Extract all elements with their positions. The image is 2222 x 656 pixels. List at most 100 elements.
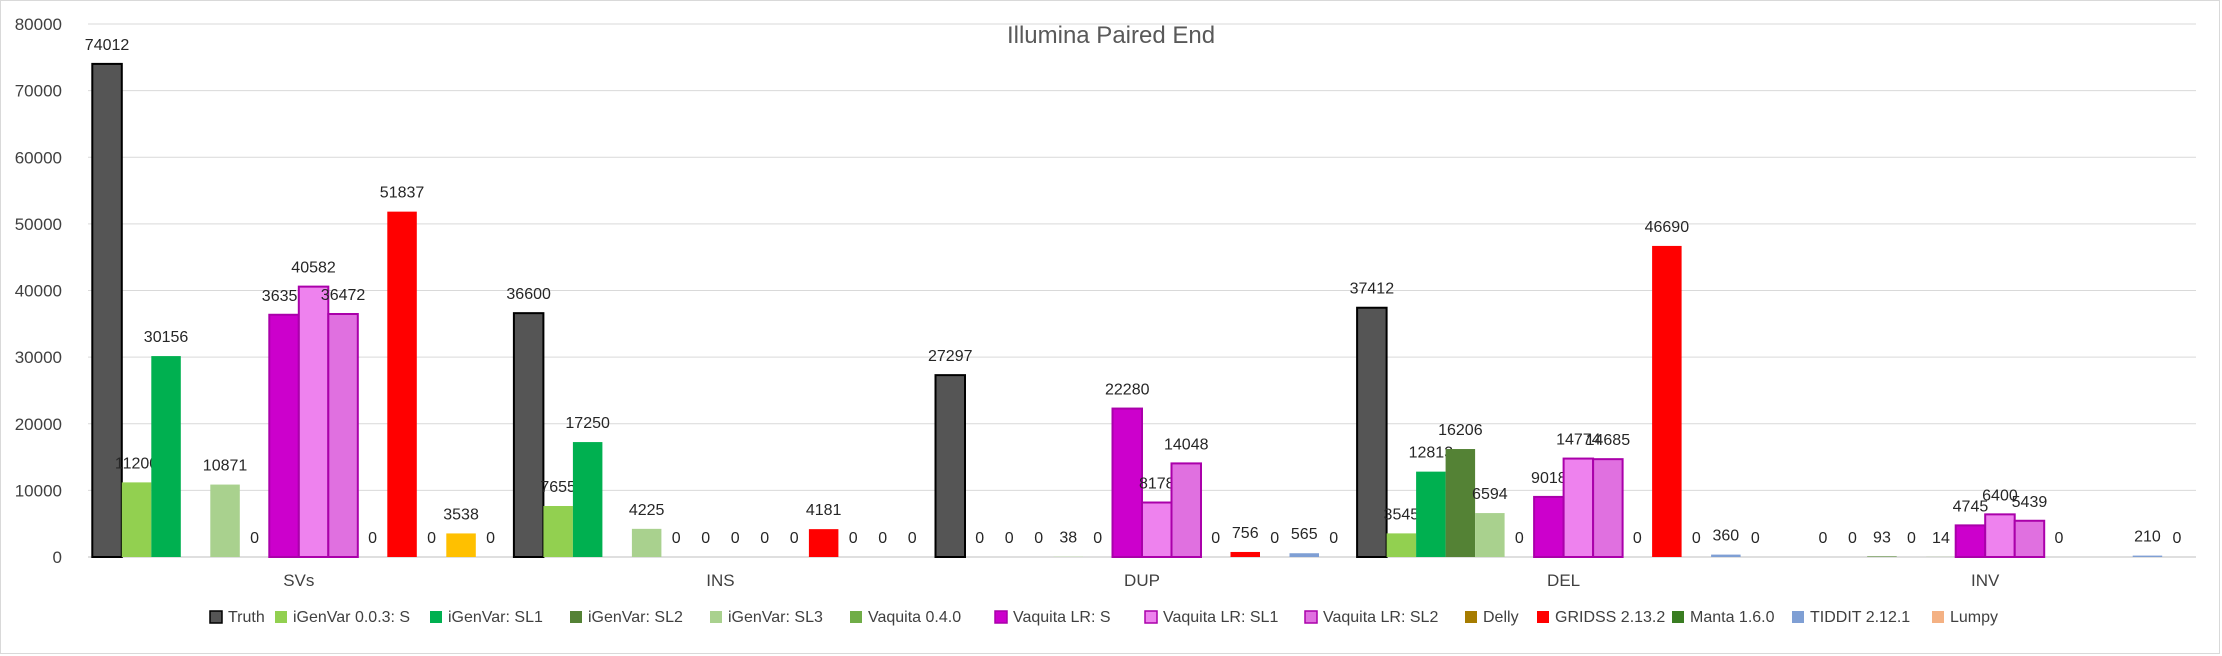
legend-label-vaquita-0-4-0: Vaquita 0.4.0 [868, 609, 961, 626]
data-label-ins-vaquita-lr-sl2: 0 [760, 530, 769, 547]
data-label-dup-igenvar-sl2: 0 [1034, 530, 1043, 547]
bar-del-vaquita-lr-s [1533, 495, 1565, 558]
legend-swatch-lumpy [1932, 611, 1944, 623]
bar-inv-vaquita-lr-sl2 [2013, 519, 2046, 558]
bar-svs-gridss-2-13-2 [387, 211, 417, 557]
data-label-dup-vaquita-lr-s: 22280 [1105, 382, 1150, 399]
data-label-inv-vaquita-lr-sl2: 5439 [2012, 494, 2048, 511]
bar-del-vaquita-lr-sl1 [1562, 457, 1595, 559]
bar-svs-vaquita-lr-s [268, 313, 300, 558]
legend-label-igenvar-sl2: iGenVar: SL2 [588, 609, 683, 626]
data-label-dup-vaquita-0-4-0: 0 [1093, 530, 1102, 547]
data-label-inv-igenvar-sl3: 0 [1907, 530, 1916, 547]
data-label-inv-delly: 0 [2054, 530, 2063, 547]
data-label-ins-vaquita-lr-s: 0 [701, 530, 710, 547]
data-label-ins-vaquita-0-4-0: 0 [672, 530, 681, 547]
data-label-svs-delly: 0 [368, 530, 377, 547]
legend-label-vaquita-lr-s: Vaquita LR: S [1013, 609, 1111, 626]
data-label-ins-delly: 0 [790, 530, 799, 547]
data-label-ins-truth: 36600 [506, 286, 551, 303]
bar-dup-vaquita-lr-sl1 [1141, 501, 1173, 558]
bar-svs-tiddit-2-12-1 [446, 533, 476, 557]
y-tick-label: 70000 [15, 82, 62, 101]
data-label-svs-vaquita-0-4-0: 0 [250, 530, 259, 547]
bar-del-gridss-2-13-2 [1652, 245, 1682, 558]
data-label-del-vaquita-lr-s: 9018 [1531, 470, 1567, 487]
data-label-inv-igenvar-sl1: 0 [1848, 530, 1857, 547]
bar-ins-gridss-2-13-2 [808, 529, 839, 557]
bar-inv-tiddit-2-12-1 [2132, 555, 2163, 557]
legend-label-delly: Delly [1483, 609, 1519, 626]
data-label-del-lumpy: 0 [1751, 530, 1760, 547]
y-tick-label: 80000 [15, 15, 62, 34]
data-label-svs-igenvar-sl1: 30156 [144, 329, 189, 346]
data-label-inv-vaquita-0-4-0: 14 [1932, 530, 1950, 547]
legend-label-igenvar-0-0-3-s: iGenVar 0.0.3: S [293, 609, 410, 626]
data-label-svs-gridss-2-13-2: 51837 [380, 185, 425, 202]
data-label-ins-vaquita-lr-sl1: 0 [731, 530, 740, 547]
bar-inv-igenvar-sl2 [1867, 556, 1897, 557]
bar-del-igenvar-sl3 [1475, 513, 1505, 557]
data-label-svs-igenvar-sl3: 10871 [203, 458, 248, 475]
x-tick-label-del: DEL [1547, 571, 1580, 590]
data-label-del-igenvar-sl1: 12813 [1409, 445, 1454, 462]
data-label-svs-truth: 74012 [85, 37, 130, 54]
data-label-del-delly: 0 [1633, 530, 1642, 547]
data-label-svs-lumpy: 0 [486, 530, 495, 547]
bar-dup-truth [934, 374, 966, 558]
data-label-dup-igenvar-sl1: 0 [1005, 530, 1014, 547]
data-label-dup-igenvar-sl3: 38 [1059, 530, 1077, 547]
bar-svs-truth [91, 62, 123, 558]
data-label-del-igenvar-sl3: 6594 [1472, 486, 1508, 503]
legend-swatch-tiddit-2-12-1 [1792, 611, 1804, 623]
data-label-dup-lumpy: 0 [1329, 530, 1338, 547]
data-label-del-manta-1-6-0: 0 [1692, 530, 1701, 547]
bar-del-igenvar-sl1 [1416, 471, 1446, 557]
legend-swatch-manta-1-6-0 [1672, 611, 1684, 623]
legend-label-tiddit-2-12-1: TIDDIT 2.12.1 [1810, 609, 1910, 626]
data-label-ins-gridss-2-13-2: 4181 [806, 502, 842, 519]
bar-ins-igenvar-sl1 [572, 442, 603, 557]
data-label-dup-truth: 27297 [928, 348, 973, 365]
data-label-svs-manta-1-6-0: 0 [427, 530, 436, 547]
x-tick-label-ins: INS [706, 571, 734, 590]
chart-title: Illumina Paired End [1006, 22, 1216, 49]
y-tick-label: 10000 [15, 481, 62, 500]
data-label-ins-lumpy: 0 [908, 530, 917, 547]
bar-dup-tiddit-2-12-1 [1289, 553, 1319, 557]
bar-del-truth [1356, 306, 1388, 558]
data-label-del-igenvar-0-0-3-s: 3545 [1384, 506, 1420, 523]
bar-ins-igenvar-sl3 [631, 528, 662, 557]
x-tick-label-inv: INV [1971, 571, 2000, 590]
bar-dup-vaquita-lr-sl2 [1170, 462, 1202, 559]
data-label-svs-vaquita-lr-sl1: 40582 [291, 260, 336, 277]
legend-label-igenvar-sl3: iGenVar: SL3 [728, 609, 823, 626]
data-label-ins-igenvar-sl3: 4225 [629, 502, 665, 519]
bar-inv-vaquita-lr-sl1 [1984, 513, 2016, 558]
data-label-svs-vaquita-lr-s: 36358 [262, 288, 307, 305]
bar-inv-vaquita-lr-s [1954, 524, 1987, 558]
data-label-inv-vaquita-lr-s: 4745 [1953, 498, 1989, 515]
data-label-del-vaquita-0-4-0: 0 [1515, 530, 1524, 547]
bar-del-vaquita-lr-sl2 [1592, 458, 1624, 559]
data-label-inv-tiddit-2-12-1: 210 [2134, 529, 2161, 546]
y-tick-label: 40000 [15, 282, 62, 301]
legend-label-igenvar-sl1: iGenVar: SL1 [448, 609, 543, 626]
legend-label-vaquita-lr-sl2: Vaquita LR: SL2 [1323, 609, 1438, 626]
data-label-dup-tiddit-2-12-1: 565 [1291, 526, 1318, 543]
y-tick-label: 50000 [15, 215, 62, 234]
data-label-inv-igenvar-sl2: 93 [1873, 529, 1891, 546]
data-label-dup-vaquita-lr-sl2: 14048 [1164, 436, 1209, 453]
legend-swatch-truth [209, 610, 223, 624]
data-label-ins-igenvar-sl1: 17250 [565, 415, 610, 432]
bar-svs-igenvar-sl1 [151, 356, 181, 557]
x-tick-label-dup: DUP [1124, 571, 1160, 590]
data-label-dup-igenvar-0-0-3-s: 0 [975, 530, 984, 547]
legend-swatch-igenvar-sl3 [710, 611, 722, 623]
legend-swatch-vaquita-lr-sl2 [1304, 610, 1318, 624]
bar-del-tiddit-2-12-1 [1711, 554, 1741, 557]
legend-label-manta-1-6-0: Manta 1.6.0 [1690, 609, 1775, 626]
y-tick-label: 0 [53, 548, 62, 567]
legend-label-vaquita-lr-sl1: Vaquita LR: SL1 [1163, 609, 1278, 626]
legend-swatch-gridss-2-13-2 [1537, 611, 1549, 623]
